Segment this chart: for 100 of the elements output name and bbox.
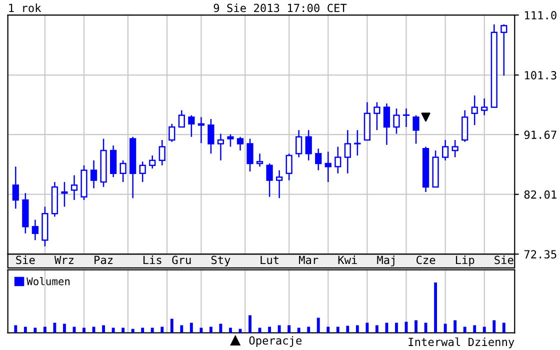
candlestick: [324, 151, 332, 183]
candlestick: [90, 160, 98, 189]
bar: [122, 328, 125, 333]
bar: [356, 325, 359, 333]
y-tick-label: 72.35: [524, 250, 556, 259]
candlestick: [286, 152, 292, 181]
x-tick-label: Kwi: [338, 256, 357, 264]
x-tick-label: Lut: [260, 256, 278, 264]
bar: [326, 326, 330, 333]
candlestick: [402, 108, 410, 128]
candlestick: [500, 24, 508, 76]
bar: [160, 326, 164, 333]
bar: [336, 326, 340, 333]
y-tick-label: 111.0: [525, 11, 556, 20]
bar: [463, 326, 466, 333]
candlestick: [110, 144, 117, 178]
candlestick: [227, 134, 234, 148]
bar: [482, 326, 486, 333]
bar: [454, 320, 457, 333]
bar: [102, 325, 105, 333]
bar: [82, 328, 86, 333]
candlestick: [61, 181, 68, 208]
bar: [209, 326, 212, 333]
y-tick-label: 82.01: [524, 190, 556, 199]
candlestick: [276, 170, 283, 199]
bar: [200, 328, 203, 333]
candlestick: [374, 102, 380, 131]
x-tick-label: Sie: [494, 256, 514, 264]
y-tick-label: 101.3: [525, 71, 556, 80]
bar: [414, 320, 418, 333]
candlestick: [315, 148, 322, 171]
legend-label: Wolumen: [26, 277, 70, 286]
legend-label: Operacje: [249, 336, 302, 347]
bar: [268, 326, 272, 333]
bar: [366, 322, 369, 333]
candlestick: [178, 110, 185, 128]
candlestick: [296, 129, 302, 158]
bar: [297, 328, 300, 333]
candlestick: [246, 138, 254, 172]
text: Interwal Dzienny: [408, 337, 514, 348]
bar: [141, 328, 144, 333]
candlestick: [139, 161, 146, 183]
chart-subtitle: 9 Sie 2013 17:00 CET: [214, 4, 347, 12]
candlestick: [12, 166, 19, 210]
x-tick-label: Lis: [143, 256, 162, 264]
candlestick: [198, 116, 204, 144]
bar: [248, 315, 252, 333]
x-tick-label: Sty: [211, 256, 230, 266]
candlestick: [393, 108, 400, 134]
bar: [395, 322, 398, 333]
bar: [288, 325, 291, 333]
candlestick: [412, 114, 420, 144]
bar: [229, 328, 232, 333]
candlestick: [70, 174, 78, 201]
bar: [63, 324, 66, 333]
candlestick: [208, 118, 214, 154]
candlestick: [354, 129, 361, 156]
bar: [112, 328, 115, 333]
bar: [278, 325, 281, 333]
candlestick: [217, 133, 224, 162]
candlestick: [442, 139, 449, 162]
x-tick-label: Paz: [94, 256, 113, 264]
bar: [24, 326, 27, 333]
candlestick: [32, 219, 38, 241]
bar: [434, 282, 438, 333]
bar: [492, 320, 496, 333]
bar: [316, 318, 320, 333]
candlestick: [236, 136, 244, 152]
bar: [375, 325, 378, 333]
candlestick: [120, 160, 126, 183]
bar: [14, 325, 18, 333]
bar: [43, 326, 46, 333]
candlestick: [149, 154, 156, 170]
x-tick-label: Mar: [299, 256, 318, 264]
candlestick: [334, 146, 342, 174]
candlestick: [305, 129, 312, 162]
bar: [34, 328, 37, 333]
candlestick: [168, 123, 176, 142]
candlestick: [266, 162, 273, 198]
candlestick: [344, 129, 351, 174]
bar: [502, 322, 506, 333]
candlestick: [462, 110, 468, 142]
candlestick: [188, 114, 195, 138]
y-tick-label: 91.67: [524, 130, 556, 140]
bar: [473, 325, 476, 333]
bar: [170, 318, 174, 333]
x-tick-label: Lip: [456, 256, 474, 266]
candlestick: [383, 102, 390, 146]
bar: [444, 324, 447, 333]
candlestick: [256, 152, 264, 168]
bar: [346, 326, 350, 333]
x-tick-label: Gru: [172, 256, 191, 264]
x-tick-label: Cze: [416, 256, 436, 264]
bar: [53, 322, 56, 333]
bar: [190, 322, 193, 333]
x-tick-label: Sie: [16, 256, 35, 264]
x-tick-label: Wrz: [54, 256, 74, 264]
chart-title: 1 rok: [9, 4, 42, 12]
candlestick: [452, 139, 458, 158]
candlestick: [471, 94, 478, 126]
